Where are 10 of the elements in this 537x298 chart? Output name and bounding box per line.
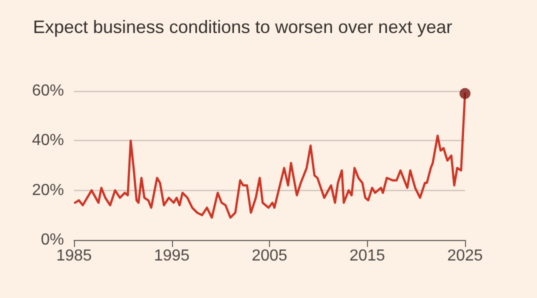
x-tick-label: 2005 — [252, 248, 288, 264]
x-tick-label: 2025 — [447, 248, 483, 264]
x-tick-label: 1995 — [154, 248, 190, 264]
chart-title: Expect business conditions to worsen over next year — [33, 17, 452, 37]
x-tick-label: 1985 — [56, 248, 92, 264]
y-tick-label: 20% — [32, 182, 64, 199]
y-tick-label: 40% — [32, 132, 64, 150]
x-tick-label: 2015 — [349, 248, 386, 264]
y-tick-label: 0% — [40, 232, 64, 248]
y-tick-label: 60% — [32, 82, 64, 100]
